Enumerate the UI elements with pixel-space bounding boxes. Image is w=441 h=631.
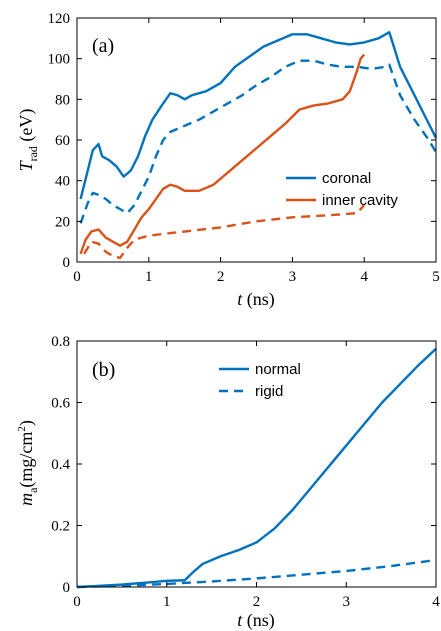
panel-a-y-tick-label: 40 <box>55 174 70 190</box>
panel-a-y-tick-label: 60 <box>55 133 70 149</box>
panel-a-legend-label: inner cavity <box>322 192 398 209</box>
panel-b-x-tick-label: 0 <box>73 594 81 610</box>
panel-a-x-tick-label: 0 <box>73 269 81 285</box>
panel-a-y-tick-label: 100 <box>48 52 71 68</box>
panel-a-x-tick-label: 2 <box>217 269 225 285</box>
panel-a-legend-label: coronal <box>322 170 371 187</box>
panel-b-y-tick-label: 0.2 <box>51 519 70 535</box>
panel-b-x-tick-label: 4 <box>432 594 440 610</box>
panel-b-y-tick-label: 0.8 <box>51 334 70 350</box>
panel-b-y-tick-label: 0.6 <box>51 396 70 412</box>
panel-b-x-tick-label: 1 <box>163 594 171 610</box>
panel-a-x-tick-label: 3 <box>289 269 297 285</box>
panel-a-label: (a) <box>92 35 114 57</box>
panel-a-x-tick-label: 4 <box>360 269 368 285</box>
panel-a-y-tick-label: 80 <box>55 92 70 108</box>
panel-b-y-tick-label: 0.4 <box>51 457 70 473</box>
panel-a-x-tick-label: 5 <box>432 269 440 285</box>
panel-a-y-tick-label: 0 <box>63 255 71 271</box>
panel-b-x-axis-label: t (ns) <box>237 610 275 631</box>
panel-a-x-tick-label: 1 <box>145 269 153 285</box>
panel-a-y-tick-label: 120 <box>48 11 71 27</box>
panel-b-legend-label: normal <box>255 361 301 378</box>
panel-a-y-tick-label: 20 <box>55 214 70 230</box>
panel-b-legend-label: rigid <box>255 383 283 400</box>
panel-b-y-tick-label: 0 <box>63 580 71 596</box>
panel-b-x-tick-label: 2 <box>253 594 261 610</box>
panel-a-x-axis-label: t (ns) <box>237 289 275 310</box>
panel-b-x-tick-label: 3 <box>343 594 351 610</box>
panel-b-label: (b) <box>92 359 115 381</box>
